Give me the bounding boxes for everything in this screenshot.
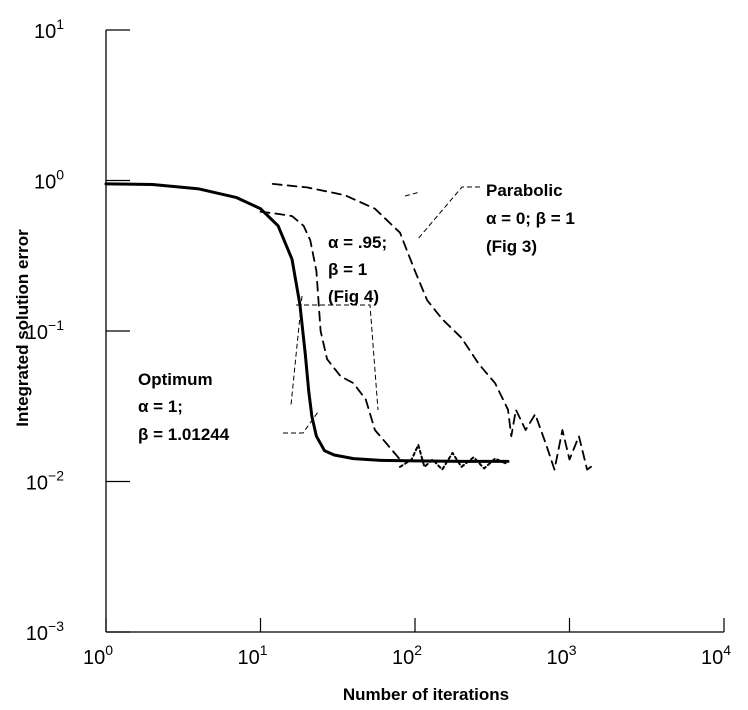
x-tick-label: 100: [83, 642, 113, 669]
annotation-fig4: α = .95; β = 1 (Fig 4): [328, 233, 387, 306]
annotation-parabolic: Parabolic α = 0; β = 1 (Fig 3): [486, 181, 575, 256]
axes: [105, 30, 724, 633]
leader-line-4: [283, 411, 319, 434]
annotation-leader-lines: [283, 186, 480, 434]
x-tick-label: 103: [546, 642, 576, 669]
annotation-parabolic-line-1: Parabolic: [486, 181, 563, 200]
series-line-0: [104, 182, 510, 463]
x-tick-label: 104: [701, 642, 731, 669]
annotation-optimum-line-3: β = 1.01244: [138, 425, 230, 444]
y-tick-label: 10−3: [26, 618, 64, 645]
annotation-fig4-line-3: (Fig 4): [328, 287, 379, 306]
annotation-optimum-line-2: α = 1;: [138, 397, 183, 416]
series-line-2: [271, 183, 596, 471]
annotation-fig4-line-1: α = .95;: [328, 233, 387, 252]
series-line-3: [399, 443, 509, 471]
leader-line-0: [416, 186, 480, 241]
x-tick-label: 102: [392, 642, 422, 669]
leader-line-2: [290, 295, 303, 406]
annotation-optimum-line-1: Optimum: [138, 370, 213, 389]
leader-line-1: [404, 191, 421, 197]
y-tick-label: 101: [34, 16, 64, 43]
y-axis-label: Integrated solution error: [13, 229, 32, 427]
annotation-optimum: Optimum α = 1; β = 1.01244: [138, 370, 230, 444]
ticks: 100 101 102 103 104 101 100 10−1 10−2 10−3: [26, 16, 731, 669]
x-axis-label: Number of iterations: [343, 685, 509, 704]
series: [104, 182, 596, 471]
annotation-parabolic-line-2: α = 0; β = 1: [486, 209, 575, 228]
x-tick-label: 101: [237, 642, 267, 669]
y-tick-label: 10−1: [26, 317, 64, 344]
y-tick-label: 100: [34, 167, 64, 194]
y-tick-label: 10−2: [26, 468, 64, 495]
series-line-1: [259, 210, 401, 461]
annotation-parabolic-line-3: (Fig 3): [486, 237, 537, 256]
leader-line-3: [296, 304, 379, 411]
annotation-fig4-line-2: β = 1: [328, 260, 367, 279]
